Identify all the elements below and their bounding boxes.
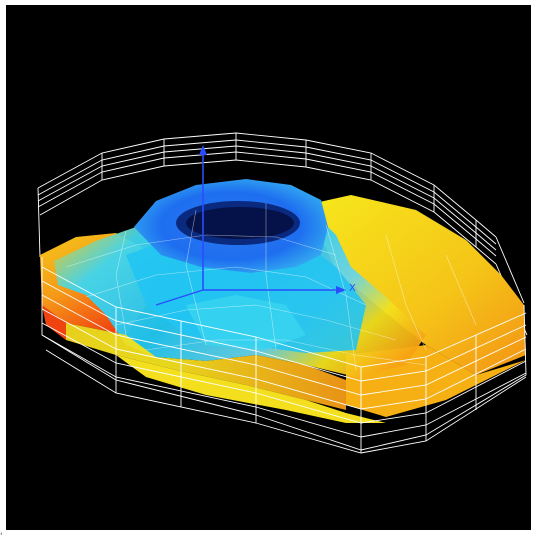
axis-x-label: X (349, 283, 356, 294)
surface-plot: X (6, 5, 531, 530)
3d-viewport[interactable]: X (6, 5, 531, 530)
corner-mark: ' (0, 533, 2, 542)
